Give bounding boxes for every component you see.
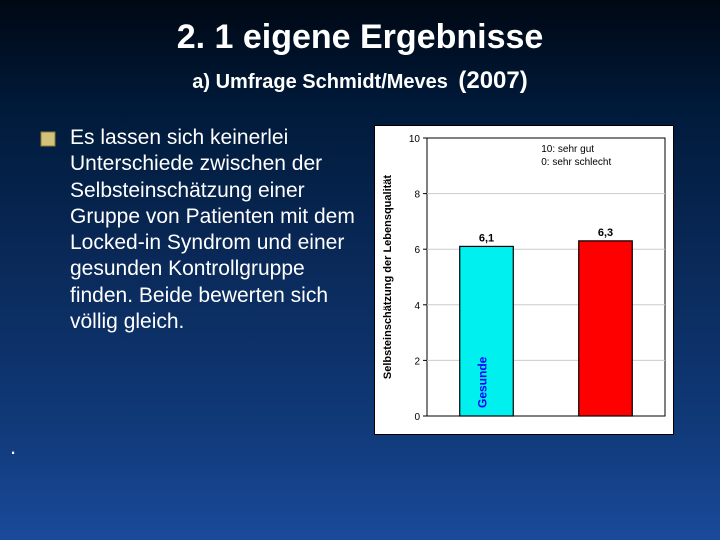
svg-text:4: 4 bbox=[414, 301, 420, 312]
legend-line-0: 10: sehr gut bbox=[541, 144, 594, 155]
slide-subtitle: a) Umfrage Schmidt/Meves bbox=[192, 71, 448, 93]
bar-value-0: 6,1 bbox=[479, 232, 494, 244]
svg-text:6: 6 bbox=[414, 245, 420, 256]
bar-chart: 0 2 4 6 8 10 Selbsteinschätzung der Lebensqual… bbox=[374, 125, 674, 435]
text-column: Es lassen sich keinerlei Unterschiede zw… bbox=[30, 125, 360, 335]
svg-text:Selbsteinschätzung der Lebensq: Selbsteinschätzung der Lebensqualität bbox=[382, 175, 394, 379]
legend-line-1: 0: sehr schlecht bbox=[541, 157, 611, 168]
chart-column: 0 2 4 6 8 10 Selbsteinschätzung der Lebensqual… bbox=[374, 125, 674, 435]
svg-text:10: 10 bbox=[409, 134, 421, 145]
content-row: Es lassen sich keinerlei Unterschiede zw… bbox=[30, 125, 690, 435]
svg-text:0: 0 bbox=[414, 412, 420, 423]
body-text: Es lassen sich keinerlei Unterschiede zw… bbox=[70, 125, 360, 335]
bar-label-0: Gesunde bbox=[476, 356, 490, 408]
svg-text:2: 2 bbox=[414, 356, 420, 367]
bullet-square-icon bbox=[40, 131, 56, 147]
slide-title: 2. 1 eigene Ergebnisse bbox=[30, 18, 690, 57]
bar-value-1: 6,3 bbox=[598, 227, 613, 239]
slide: 2. 1 eigene Ergebnisse a) Umfrage Schmid… bbox=[0, 0, 720, 540]
subtitle-row: a) Umfrage Schmidt/Meves (2007) bbox=[30, 67, 690, 95]
trailing-dot: . bbox=[10, 434, 16, 460]
svg-text:8: 8 bbox=[414, 190, 420, 201]
bar-label-1: LIS-Patienten bbox=[595, 331, 609, 408]
slide-year: (2007) bbox=[458, 67, 527, 94]
